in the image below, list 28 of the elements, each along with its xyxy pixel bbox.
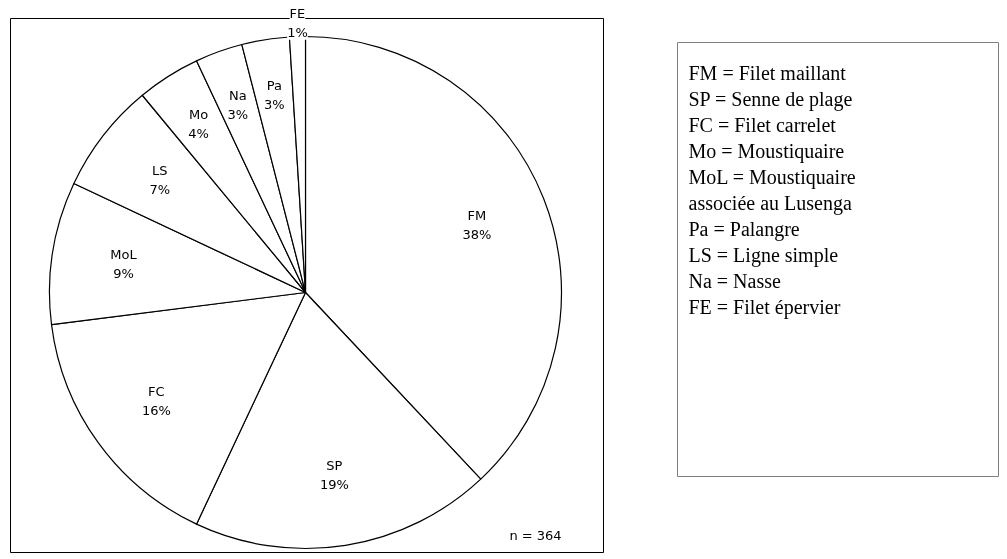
data-label: 38%	[462, 226, 492, 242]
data-label: 9%	[113, 265, 134, 281]
text: MoL = Moustiquaire associée au Lusenga	[688, 165, 856, 215]
slice-label: Na	[229, 87, 247, 103]
slice-label: Mo	[188, 106, 209, 122]
data-label: 16%	[141, 402, 171, 418]
data-label: 3%	[227, 106, 249, 122]
slice-label: SP	[326, 457, 343, 473]
data-label: 7%	[149, 181, 171, 197]
slice-label: Pa	[266, 78, 282, 94]
text: Na = Nasse	[688, 269, 781, 292]
text: LS = Ligne simple	[688, 243, 839, 267]
text: Pa = Palangre	[688, 217, 800, 241]
text: Mo = Moustiquaire	[688, 139, 845, 163]
data-label: 3%	[263, 97, 285, 113]
slice-label: FC	[148, 383, 165, 399]
data-label: 1%	[287, 24, 308, 40]
text: SP = Senne de plage	[688, 87, 853, 111]
slice-label: LS	[152, 162, 168, 178]
slice-label: MoL	[110, 246, 138, 262]
slice-label: FM	[467, 207, 487, 223]
text: FM = Filet maillant	[688, 61, 847, 84]
text: n = 364	[509, 528, 562, 543]
text: FE = Filet épervier	[688, 295, 841, 319]
text: FC = Filet carrelet	[688, 113, 837, 136]
slice-label: FE	[289, 5, 306, 21]
data-label: 4%	[188, 125, 209, 141]
data-label: 19%	[319, 476, 349, 492]
